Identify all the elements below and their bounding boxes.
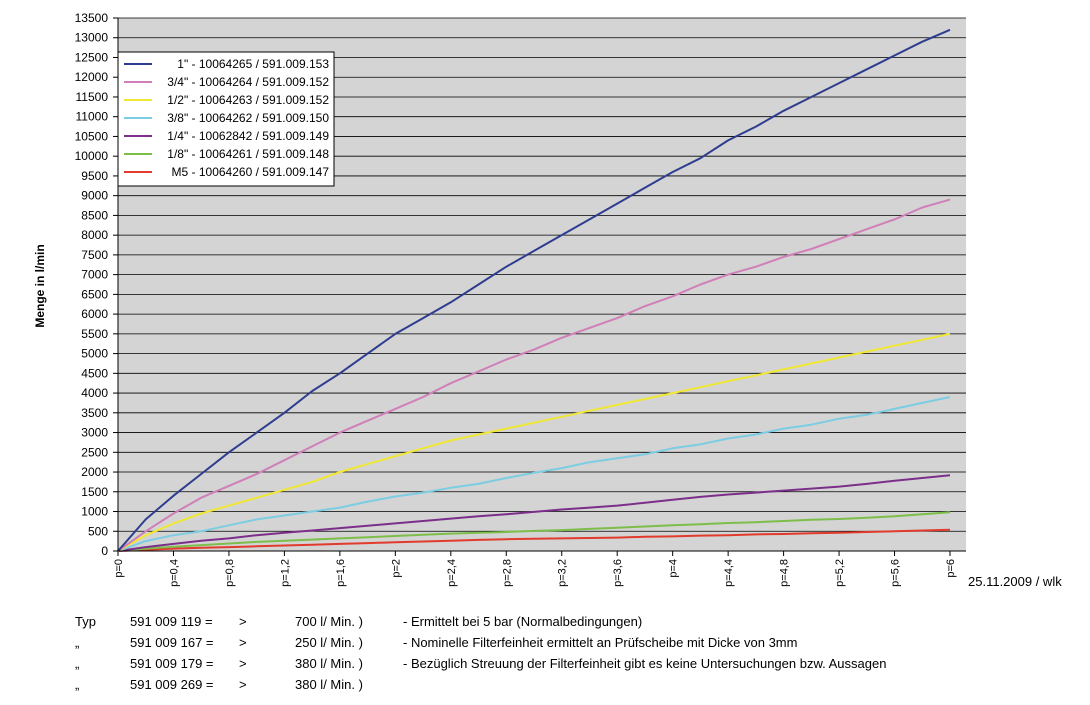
- x-tick-label: p=1,2: [279, 559, 291, 587]
- footnote-remark: - Bezüglich Streuung der Filterfeinheit …: [403, 656, 887, 671]
- x-tick-label: p=2,8: [501, 559, 513, 587]
- flow-chart: 0 500 1000 1500 2000 2500 3000 3500 4000 4500 5000…: [33, 11, 966, 587]
- x-tick-label: p=0,8: [224, 559, 236, 587]
- footnote-value: 250 l/ Min. ): [295, 635, 363, 650]
- y-tick-label: 9000: [81, 189, 108, 203]
- footnote-typ: „: [75, 656, 80, 671]
- x-tick-label: p=1,6: [335, 559, 347, 587]
- y-tick-label: 12000: [75, 70, 109, 84]
- series-lines: [117, 28, 951, 552]
- y-tick-label: 4000: [81, 386, 108, 400]
- y-tick-label: 8000: [81, 228, 108, 242]
- legend-entry: 3/8" - 10064262 / 591.009.150: [167, 111, 329, 125]
- legend-entry: 1" - 10064265 / 591.009.153: [177, 57, 329, 71]
- x-tick-label: p=4,4: [723, 559, 735, 587]
- y-tick-label: 10500: [75, 129, 109, 143]
- y-tick-label: 6500: [81, 287, 108, 301]
- y-tick-label: 3000: [81, 426, 108, 440]
- x-tick-label: p=3,2: [557, 559, 569, 587]
- x-axis-ticks: p=0 p=0,4 p=0,8 p=1,2 p=1,6 p=2 p=2,4 p=2,8 p=3,…: [113, 551, 957, 587]
- footnote-code: 591 009 269 =: [130, 677, 214, 692]
- footnote-code: 591 009 167 =: [130, 635, 214, 650]
- date-note: 25.11.2009 / wlk: [968, 574, 1062, 589]
- series-line: [117, 28, 951, 552]
- x-tick-label: p=3,6: [612, 559, 624, 587]
- x-tick-label: p=5,6: [890, 559, 902, 587]
- footnote-remark: - Nominelle Filterfeinheit ermittelt an …: [403, 635, 798, 650]
- series-line: [117, 198, 951, 552]
- y-tick-label: 7500: [81, 248, 108, 262]
- legend-entry: 1/4" - 10062842 / 591.009.149: [167, 129, 329, 143]
- footnote-typ: Typ: [75, 614, 96, 629]
- x-tick-label: p=0,4: [168, 559, 180, 587]
- y-axis-ticks: 0 500 1000 1500 2000 2500 3000 3500 4000 4500 5000…: [75, 11, 118, 558]
- footnote-code: 591 009 119 =: [130, 614, 213, 629]
- y-tick-label: 1500: [81, 485, 108, 499]
- y-tick-label: 10000: [75, 149, 109, 163]
- y-tick-label: 11500: [76, 90, 109, 104]
- y-axis-label: Menge in l/min: [33, 244, 47, 327]
- y-tick-label: 4500: [81, 366, 108, 380]
- y-tick-label: 3500: [81, 406, 108, 420]
- footnote-remark: - Ermittelt bei 5 bar (Normalbedingungen…: [403, 614, 643, 629]
- footnote-value: 380 l/ Min. ): [295, 656, 363, 671]
- series-line: [117, 511, 951, 552]
- gridlines: [118, 17, 966, 532]
- y-tick-label: 6000: [81, 307, 108, 321]
- legend-box: [117, 51, 335, 187]
- y-tick-label: 2000: [81, 465, 108, 479]
- x-tick-label: p=6: [945, 559, 957, 578]
- footnote-value: 380 l/ Min. ): [295, 677, 363, 692]
- y-tick-label: 5500: [81, 327, 108, 341]
- y-tick-label: 0: [101, 544, 108, 558]
- footnote-arrow: >: [239, 614, 247, 629]
- series-line: [117, 528, 951, 552]
- legend-entry: M5 - 10064260 / 591.009.147: [172, 165, 330, 179]
- y-tick-label: 5000: [81, 347, 108, 361]
- legend-entry: 3/4" - 10064264 / 591.009.152: [167, 75, 329, 89]
- footnote-arrow: >: [239, 656, 247, 671]
- x-tick-label: p=5,2: [834, 559, 846, 587]
- y-tick-label: 9500: [81, 169, 108, 183]
- series-line: [117, 474, 951, 552]
- y-tick-label: 11000: [76, 110, 109, 124]
- y-tick-label: 2500: [81, 445, 108, 459]
- x-tick-label: p=2,4: [446, 559, 458, 587]
- y-tick-label: 13000: [75, 31, 109, 45]
- x-tick-label: p=0: [113, 559, 125, 578]
- x-tick-label: p=2: [390, 559, 402, 578]
- legend-entry: 1/2" - 10064263 / 591.009.152: [167, 93, 329, 107]
- series-line: [117, 332, 951, 552]
- y-tick-label: 7000: [81, 268, 108, 282]
- x-tick-label: p=4,8: [779, 559, 791, 587]
- footnote-typ: „: [75, 635, 80, 650]
- y-tick-label: 1000: [81, 505, 108, 519]
- footnote-typ: „: [75, 677, 80, 692]
- series-line: [117, 396, 951, 552]
- y-tick-label: 12500: [75, 50, 109, 64]
- y-tick-label: 500: [88, 524, 108, 538]
- footnote-value: 700 l/ Min. ): [295, 614, 363, 629]
- footnote-arrow: >: [239, 677, 247, 692]
- x-tick-label: p=4: [668, 559, 680, 578]
- legend-entry: 1/8" - 10064261 / 591.009.148: [167, 147, 329, 161]
- footnote-arrow: >: [239, 635, 247, 650]
- legend: 1" - 10064265 / 591.009.153 3/4" - 100642…: [117, 51, 335, 187]
- y-tick-label: 8500: [81, 208, 108, 222]
- y-tick-label: 13500: [75, 11, 109, 25]
- footnote-code: 591 009 179 =: [130, 656, 214, 671]
